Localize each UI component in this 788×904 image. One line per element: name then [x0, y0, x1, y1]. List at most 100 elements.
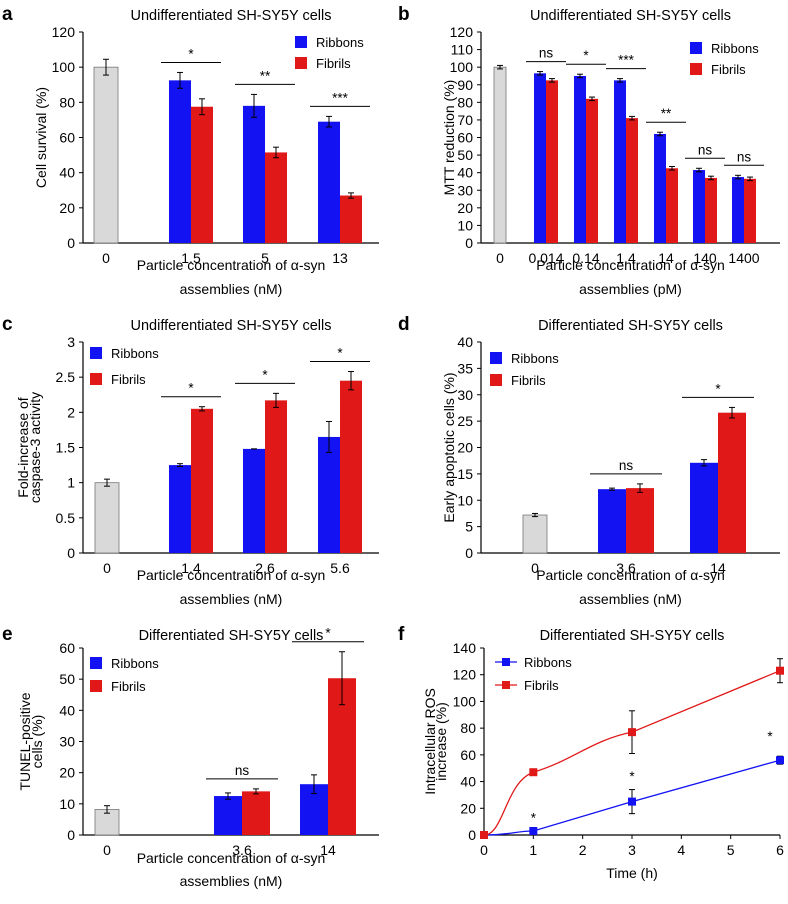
- significance-label: *: [337, 346, 343, 361]
- x-tick-label: 3.6: [616, 560, 636, 576]
- bar-ribbons: [318, 436, 340, 553]
- x-tick-label: 0: [496, 250, 504, 266]
- y-tick-label: 2.5: [56, 369, 76, 385]
- bar-fibrils: [265, 152, 287, 243]
- x-tick-label: 2.6: [255, 560, 275, 576]
- bar-ribbons: [598, 489, 626, 553]
- bar-fibrils: [586, 98, 598, 243]
- chart-panel-a: Undifferentiated SH-SY5Y cells 0 20 40 60 80 1…: [33, 8, 379, 297]
- y-tick-label: 50: [59, 671, 75, 687]
- x-axis-label-line2: assemblies (nM): [180, 281, 283, 297]
- panel-letter-c: c: [2, 314, 13, 335]
- x-axis-label-line2: assemblies (pM): [579, 281, 682, 297]
- y-tick-label: 20: [460, 800, 476, 816]
- x-tick-label: 5.6: [330, 560, 350, 576]
- y-tick-label: 0: [67, 235, 75, 251]
- legend-swatch-fibrils: [90, 680, 102, 692]
- significance-label: ns: [539, 46, 554, 61]
- x-axis-label-line1: Particle concentration of α-syn: [536, 567, 725, 583]
- y-tick-label: 80: [457, 94, 473, 110]
- y-tick-label: 20: [457, 200, 473, 216]
- bar-ribbons: [690, 462, 718, 553]
- bar-ribbons: [243, 105, 265, 243]
- x-tick-label: 14: [710, 560, 726, 576]
- y-tick-label: 70: [457, 112, 473, 128]
- x-tick-label: 0.014: [528, 250, 563, 266]
- y-tick-label: 15: [457, 466, 473, 482]
- y-tick-label: 40: [457, 334, 473, 350]
- bar-ribbons: [654, 133, 666, 243]
- bar-fibrils: [626, 488, 654, 553]
- legend-swatch-fibrils: [490, 374, 502, 386]
- significance-label: *: [325, 626, 331, 641]
- legend-marker-fibrils: [502, 681, 510, 689]
- control-bar: [493, 66, 507, 244]
- y-tick-label: 120: [52, 24, 76, 40]
- y-tick-label: 40: [460, 774, 476, 790]
- legend-marker-ribbons: [502, 658, 510, 666]
- y-tick-label: 10: [59, 796, 75, 812]
- x-tick-label: 140: [693, 250, 717, 266]
- x-axis-label-line2: assemblies (nM): [180, 873, 283, 889]
- y-axis-label: MTT reduction (%): [441, 80, 457, 196]
- legend-label-fibrils: Fibrils: [316, 56, 351, 71]
- significance-label: ns: [235, 763, 250, 778]
- x-tick-label: 14: [320, 842, 336, 858]
- legend-swatch-ribbons: [90, 657, 102, 669]
- legend-label-fibrils: Fibrils: [511, 373, 546, 388]
- y-axis-label: Cell survival (%): [33, 87, 49, 188]
- significance-label: *: [767, 729, 773, 744]
- y-tick-label: 0.5: [56, 510, 76, 526]
- x-tick-label: 1.4: [616, 250, 636, 266]
- x-tick-label: 1400: [728, 250, 759, 266]
- y-tick-label: 140: [453, 640, 477, 656]
- y-tick-label: 30: [457, 387, 473, 403]
- significance-label: *: [531, 810, 537, 825]
- y-tick-label: 40: [457, 165, 473, 181]
- chart-title: Undifferentiated SH-SY5Y cells: [131, 8, 332, 24]
- significance-label: *: [188, 46, 194, 61]
- significance-label: ns: [619, 458, 634, 473]
- x-tick-label: 5: [261, 250, 269, 266]
- bar-ribbons: [732, 177, 744, 243]
- x-tick-label: 0: [102, 250, 110, 266]
- bar-fibrils: [546, 80, 558, 244]
- x-tick-label: 1.5: [181, 250, 201, 266]
- panel-letter-b: b: [398, 4, 410, 25]
- x-axis-label-line1: Particle concentration of α-syn: [137, 567, 326, 583]
- legend-swatch-fibrils: [295, 57, 307, 69]
- y-tick-label: 90: [457, 77, 473, 93]
- y-tick-label: 80: [59, 94, 75, 110]
- legend-label-ribbons: Ribbons: [711, 41, 759, 56]
- chart-panel-f: Differentiated SH-SY5Y cells020406080100…: [422, 628, 784, 881]
- bar-fibrils: [191, 408, 213, 553]
- x-tick-label: 13: [332, 250, 348, 266]
- chart-title: Undifferentiated SH-SY5Y cells: [530, 8, 731, 24]
- bar-ribbons: [243, 448, 265, 553]
- bar-ribbons: [693, 170, 705, 243]
- x-tick-label: 0.14: [572, 250, 599, 266]
- bar-fibrils: [626, 118, 638, 243]
- x-tick-label: 0: [480, 842, 488, 858]
- significance-label: ns: [698, 142, 713, 157]
- legend-label-ribbons: Ribbons: [316, 35, 364, 50]
- y-tick-label: 35: [457, 360, 473, 376]
- y-tick-label: 110: [451, 42, 474, 58]
- y-tick-label: 60: [59, 640, 75, 656]
- legend-label-ribbons: Ribbons: [111, 346, 159, 361]
- y-tick-label: 40: [59, 165, 75, 181]
- y-tick-label: 100: [52, 59, 76, 75]
- significance-label: **: [661, 106, 672, 121]
- x-axis-label-line1: Particle concentration of α-syn: [536, 257, 725, 273]
- y-tick-label: 60: [59, 130, 75, 146]
- x-tick-label: 14: [658, 250, 674, 266]
- panel-letter-d: d: [398, 314, 410, 335]
- bar-ribbons: [169, 80, 191, 244]
- x-tick-label: 0: [531, 560, 539, 576]
- bar-fibrils: [340, 380, 362, 553]
- y-tick-label: 30: [457, 182, 473, 198]
- control-bar: [522, 514, 548, 554]
- legend-swatch-fibrils: [90, 373, 102, 385]
